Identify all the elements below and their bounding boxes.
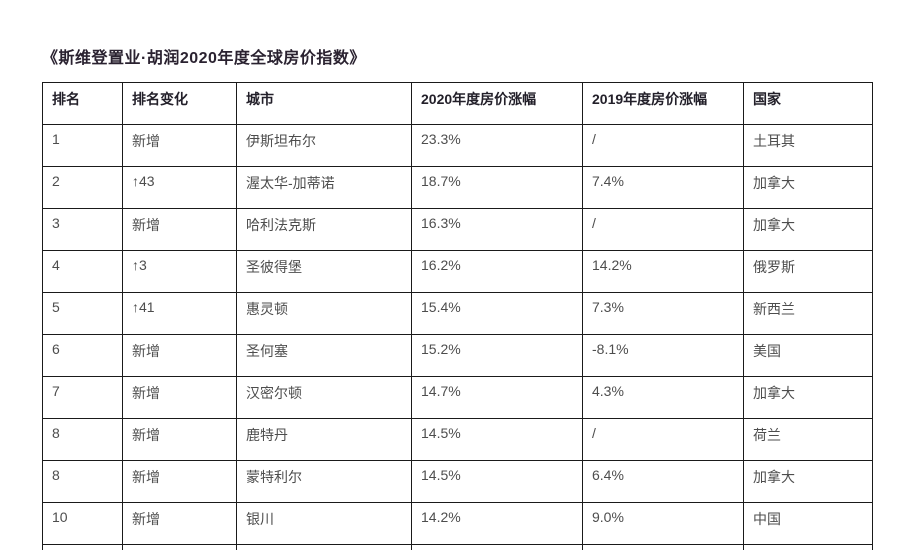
cell-city: 蒙特利尔 bbox=[236, 460, 412, 503]
table-row: 4 ↑3 圣彼得堡 16.2% 14.2% 俄罗斯 bbox=[42, 250, 873, 293]
cell-country: 中国 bbox=[743, 502, 873, 545]
table-row: 3 新增 哈利法克斯 16.3% / 加拿大 bbox=[42, 208, 873, 251]
table-row-partial-cutoff bbox=[42, 544, 873, 550]
cell-2019-change: 7.3% bbox=[582, 292, 744, 335]
table-row: 6 新增 圣何塞 15.2% -8.1% 美国 bbox=[42, 334, 873, 377]
cell-2019-change: 7.4% bbox=[582, 166, 744, 209]
cell-city: 哈利法克斯 bbox=[236, 208, 412, 251]
cell-rank: 6 bbox=[42, 334, 123, 377]
cell-2019-change: 9.0% bbox=[582, 502, 744, 545]
column-header-country: 国家 bbox=[743, 82, 873, 125]
cell-city: 汉密尔顿 bbox=[236, 376, 412, 419]
cell-rank: 8 bbox=[42, 418, 123, 461]
cell-2020-change: 18.7% bbox=[411, 166, 583, 209]
page-title: 《斯维登置业·胡润2020年度全球房价指数》 bbox=[42, 50, 366, 67]
cell-2019-change: / bbox=[582, 418, 744, 461]
cell-rank: 4 bbox=[42, 250, 123, 293]
cell-rank-change: ↑41 bbox=[122, 292, 237, 335]
cell-2020-change: 16.2% bbox=[411, 250, 583, 293]
table-cell-empty bbox=[42, 544, 123, 550]
cell-2020-change: 14.5% bbox=[411, 460, 583, 503]
cell-2020-change: 14.7% bbox=[411, 376, 583, 419]
table-cell-empty bbox=[236, 544, 412, 550]
cell-rank-change: ↑43 bbox=[122, 166, 237, 209]
table-row: 7 新增 汉密尔顿 14.7% 4.3% 加拿大 bbox=[42, 376, 873, 419]
cell-rank: 7 bbox=[42, 376, 123, 419]
cell-country: 荷兰 bbox=[743, 418, 873, 461]
table-cell-empty bbox=[411, 544, 583, 550]
table-cell-empty bbox=[582, 544, 744, 550]
cell-rank: 8 bbox=[42, 460, 123, 503]
cell-rank-change: 新增 bbox=[122, 502, 237, 545]
table-row: 8 新增 蒙特利尔 14.5% 6.4% 加拿大 bbox=[42, 460, 873, 503]
table-header-row: 排名 排名变化 城市 2020年度房价涨幅 2019年度房价涨幅 国家 bbox=[42, 82, 873, 125]
cell-2019-change: / bbox=[582, 208, 744, 251]
cell-country: 加拿大 bbox=[743, 460, 873, 503]
cell-country: 加拿大 bbox=[743, 208, 873, 251]
cell-city: 渥太华-加蒂诺 bbox=[236, 166, 412, 209]
cell-2019-change: / bbox=[582, 124, 744, 167]
cell-2019-change: 14.2% bbox=[582, 250, 744, 293]
cell-city: 银川 bbox=[236, 502, 412, 545]
cell-rank-change: 新增 bbox=[122, 460, 237, 503]
cell-rank: 10 bbox=[42, 502, 123, 545]
cell-rank-change: 新增 bbox=[122, 418, 237, 461]
cell-2020-change: 14.2% bbox=[411, 502, 583, 545]
cell-city: 惠灵顿 bbox=[236, 292, 412, 335]
column-header-rank: 排名 bbox=[42, 82, 123, 125]
table-row: 10 新增 银川 14.2% 9.0% 中国 bbox=[42, 502, 873, 545]
table-cell-empty bbox=[743, 544, 873, 550]
cell-rank-change: 新增 bbox=[122, 208, 237, 251]
column-header-2019-change: 2019年度房价涨幅 bbox=[582, 82, 744, 125]
cell-country: 俄罗斯 bbox=[743, 250, 873, 293]
cell-2020-change: 23.3% bbox=[411, 124, 583, 167]
cell-rank-change: 新增 bbox=[122, 124, 237, 167]
cell-country: 加拿大 bbox=[743, 376, 873, 419]
cell-2020-change: 15.2% bbox=[411, 334, 583, 377]
table-row: 8 新增 鹿特丹 14.5% / 荷兰 bbox=[42, 418, 873, 461]
column-header-rank-change: 排名变化 bbox=[122, 82, 237, 125]
cell-2020-change: 14.5% bbox=[411, 418, 583, 461]
table-row: 2 ↑43 渥太华-加蒂诺 18.7% 7.4% 加拿大 bbox=[42, 166, 873, 209]
cell-2019-change: 4.3% bbox=[582, 376, 744, 419]
column-header-2020-change: 2020年度房价涨幅 bbox=[411, 82, 583, 125]
cell-2019-change: -8.1% bbox=[582, 334, 744, 377]
cell-city: 圣彼得堡 bbox=[236, 250, 412, 293]
cell-country: 美国 bbox=[743, 334, 873, 377]
cell-2019-change: 6.4% bbox=[582, 460, 744, 503]
cell-rank: 3 bbox=[42, 208, 123, 251]
cell-rank: 5 bbox=[42, 292, 123, 335]
cell-city: 鹿特丹 bbox=[236, 418, 412, 461]
cell-rank: 1 bbox=[42, 124, 123, 167]
cell-rank-change: 新增 bbox=[122, 334, 237, 377]
cell-country: 新西兰 bbox=[743, 292, 873, 335]
table-row: 1 新增 伊斯坦布尔 23.3% / 土耳其 bbox=[42, 124, 873, 167]
cell-2020-change: 15.4% bbox=[411, 292, 583, 335]
cell-rank-change: 新增 bbox=[122, 376, 237, 419]
table-row: 5 ↑41 惠灵顿 15.4% 7.3% 新西兰 bbox=[42, 292, 873, 335]
house-price-index-table: 排名 排名变化 城市 2020年度房价涨幅 2019年度房价涨幅 国家 1 新增… bbox=[42, 82, 873, 550]
cell-rank-change: ↑3 bbox=[122, 250, 237, 293]
cell-country: 加拿大 bbox=[743, 166, 873, 209]
cell-2020-change: 16.3% bbox=[411, 208, 583, 251]
table-cell-empty bbox=[122, 544, 237, 550]
column-header-city: 城市 bbox=[236, 82, 412, 125]
cell-country: 土耳其 bbox=[743, 124, 873, 167]
cell-city: 圣何塞 bbox=[236, 334, 412, 377]
cell-city: 伊斯坦布尔 bbox=[236, 124, 412, 167]
cell-rank: 2 bbox=[42, 166, 123, 209]
